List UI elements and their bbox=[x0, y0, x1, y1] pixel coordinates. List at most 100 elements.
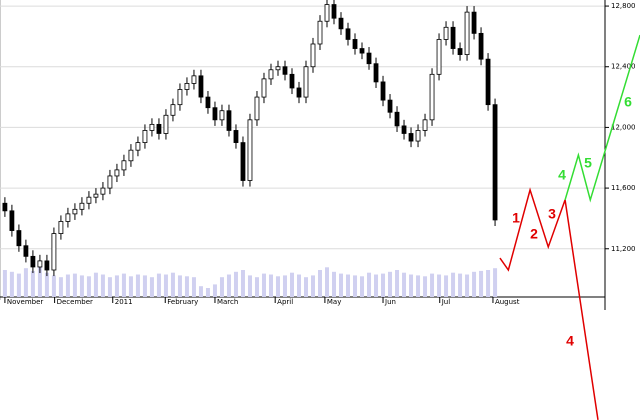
candle-body bbox=[268, 69, 274, 80]
x-tick-label: Jun bbox=[384, 298, 396, 306]
volume-bar bbox=[149, 277, 154, 297]
candle-body bbox=[471, 11, 477, 34]
volume-bar bbox=[437, 274, 442, 297]
wave-label: 2 bbox=[530, 226, 538, 242]
volume-bar bbox=[163, 274, 168, 297]
volume-bar bbox=[409, 274, 414, 297]
volume-bar bbox=[493, 268, 498, 297]
candle-body bbox=[58, 221, 64, 234]
candle-body bbox=[373, 63, 379, 83]
candle-body bbox=[450, 26, 456, 49]
wave-label: 3 bbox=[548, 206, 556, 222]
candle-body bbox=[30, 255, 36, 268]
volume-bar bbox=[402, 272, 407, 297]
volume-bar bbox=[275, 276, 280, 297]
candle-body bbox=[331, 4, 337, 19]
y-tick-label: 11,200 bbox=[611, 245, 636, 253]
candle-body bbox=[380, 81, 386, 101]
volume-bar bbox=[135, 274, 140, 297]
volume-bar bbox=[254, 277, 259, 297]
candle-body bbox=[485, 58, 491, 106]
candle-body bbox=[163, 114, 169, 134]
candle-body bbox=[492, 104, 498, 221]
volume-bar bbox=[2, 270, 7, 297]
volume-bar bbox=[247, 275, 252, 297]
volume-bar bbox=[268, 274, 273, 297]
candle-body bbox=[345, 28, 351, 40]
candle-body bbox=[282, 66, 288, 75]
candle-body bbox=[121, 160, 127, 171]
candle-body bbox=[212, 107, 218, 121]
candle-body bbox=[436, 39, 442, 75]
candle-body bbox=[261, 78, 267, 98]
x-tick-label: April bbox=[277, 298, 293, 306]
candle-body bbox=[310, 43, 316, 68]
candle-body bbox=[464, 11, 470, 56]
volume-bar bbox=[9, 271, 14, 297]
volume-bar bbox=[374, 274, 379, 297]
volume-bar bbox=[346, 274, 351, 297]
candle-body bbox=[303, 66, 309, 98]
x-tick-label: May bbox=[327, 298, 341, 306]
volume-bar bbox=[142, 275, 147, 297]
candle-body bbox=[352, 39, 358, 49]
candle-body bbox=[233, 130, 239, 143]
candle-body bbox=[422, 119, 428, 131]
candle-body bbox=[100, 187, 106, 195]
volume-bar bbox=[303, 277, 308, 297]
x-tick-label: August bbox=[495, 298, 520, 306]
candle-body bbox=[366, 52, 372, 65]
candle-body bbox=[240, 142, 246, 181]
candle-body bbox=[65, 213, 71, 222]
volume-bar bbox=[261, 273, 266, 297]
wave-label: 4 bbox=[566, 333, 574, 349]
volume-bar bbox=[79, 275, 84, 297]
volume-bar bbox=[128, 276, 133, 297]
volume-bar bbox=[191, 277, 196, 297]
volume-bar bbox=[465, 274, 470, 297]
candle-body bbox=[394, 111, 400, 127]
volume-bar bbox=[332, 271, 337, 297]
candle-body bbox=[275, 66, 281, 71]
candle-body bbox=[149, 123, 155, 131]
volume-bar bbox=[233, 271, 238, 297]
volume-bar bbox=[219, 277, 224, 297]
candle-body bbox=[184, 83, 190, 90]
volume-bar bbox=[198, 286, 203, 297]
volume-bar bbox=[114, 275, 119, 297]
wave-line bbox=[499, 187, 599, 420]
candle-body bbox=[23, 245, 29, 257]
volume-bar bbox=[458, 273, 463, 297]
candle-body bbox=[51, 233, 57, 271]
candle-body bbox=[177, 89, 183, 106]
volume-bar bbox=[486, 270, 491, 297]
volume-bar bbox=[58, 277, 63, 297]
volume-bar bbox=[51, 275, 56, 297]
candle-body bbox=[359, 48, 365, 54]
volume-bar bbox=[23, 268, 28, 297]
candle-body bbox=[86, 196, 92, 204]
wave-label: 1 bbox=[512, 210, 520, 226]
candle-body bbox=[429, 73, 435, 121]
candle-body bbox=[16, 230, 22, 247]
candle-body bbox=[401, 125, 407, 134]
candle-body bbox=[9, 210, 15, 231]
candle-body bbox=[457, 48, 463, 56]
candle-body bbox=[296, 87, 302, 98]
candle-body bbox=[72, 208, 78, 215]
candle-body bbox=[219, 110, 225, 121]
volume-bar bbox=[360, 276, 365, 297]
candle-body bbox=[114, 169, 120, 177]
volume-bar bbox=[37, 265, 42, 297]
volume-bar bbox=[296, 274, 301, 297]
candle-body bbox=[289, 73, 295, 89]
volume-bar bbox=[381, 273, 386, 297]
volume-bar bbox=[212, 284, 217, 297]
volume-bar bbox=[472, 271, 477, 297]
candle-body bbox=[191, 75, 197, 84]
y-tick-label: 12,800 bbox=[611, 2, 636, 10]
candle-body bbox=[254, 96, 260, 121]
volume-bar bbox=[121, 273, 126, 297]
candle-body bbox=[37, 260, 43, 268]
